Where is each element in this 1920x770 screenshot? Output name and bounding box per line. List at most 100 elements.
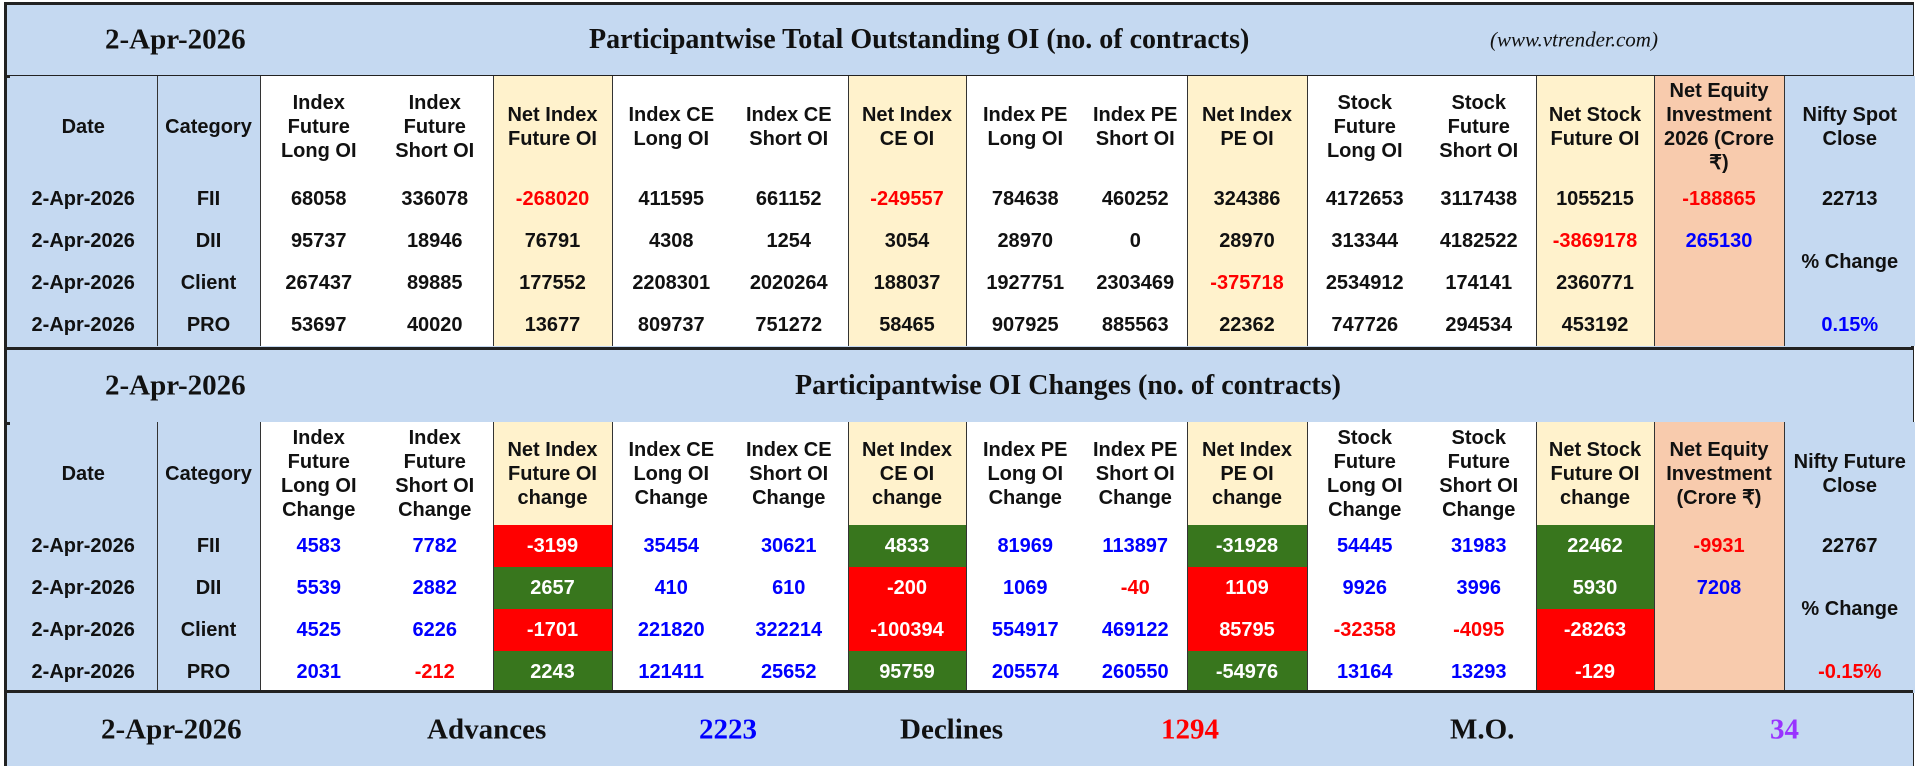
value-cell: 294534 xyxy=(1422,304,1536,346)
value-cell: 89885 xyxy=(377,262,493,304)
value-cell: 747726 xyxy=(1306,304,1422,346)
date-cell: 2-Apr-2026 xyxy=(10,651,157,693)
column-header: Stock Future Short OI xyxy=(1422,76,1536,178)
table-row: 2-Apr-2026 PRO 53697 40020 13677 809737 751272… xyxy=(10,304,1915,346)
net-value-cell: 76791 xyxy=(492,220,612,262)
date-cell: 2-Apr-2026 xyxy=(10,262,157,304)
value-cell: 9926 xyxy=(1306,567,1422,609)
column-header: Index CE Long OI Change xyxy=(611,422,730,525)
value-cell: 4182522 xyxy=(1422,220,1536,262)
value-cell: 13293 xyxy=(1422,651,1536,693)
value-cell: 2882 xyxy=(377,567,493,609)
category-cell: DII xyxy=(156,567,260,609)
value-cell: 260550 xyxy=(1084,651,1187,693)
column-header: Net Index CE OI xyxy=(847,76,966,178)
net-value-cell: 95759 xyxy=(847,651,966,693)
value-cell: -32358 xyxy=(1306,609,1422,651)
net-equity-cell: 265130 xyxy=(1653,220,1784,262)
category-cell: PRO xyxy=(156,651,260,693)
pct-change-value: 0.15% xyxy=(1783,304,1915,346)
change-date: 2-Apr-2026 xyxy=(105,369,246,402)
value-cell: 113897 xyxy=(1084,525,1187,567)
oi-title-bar: 2-Apr-2026 Participantwise Total Outstan… xyxy=(7,5,1913,78)
column-header: Net Index Future OI xyxy=(492,76,612,178)
column-header: Index Future Short OI xyxy=(377,76,493,178)
value-cell: 5539 xyxy=(259,567,377,609)
value-cell: 313344 xyxy=(1306,220,1422,262)
net-value-cell: 22462 xyxy=(1535,525,1654,567)
pct-change-value: -0.15% xyxy=(1783,651,1915,693)
value-cell: 205574 xyxy=(965,651,1084,693)
net-value-cell: -200 xyxy=(847,567,966,609)
net-equity-empty xyxy=(1653,262,1784,346)
date-cell: 2-Apr-2026 xyxy=(10,220,157,262)
advances-value: 2223 xyxy=(699,713,757,745)
net-value-cell: 2243 xyxy=(492,651,612,693)
value-cell: 4583 xyxy=(259,525,377,567)
value-cell: 267437 xyxy=(259,262,377,304)
value-cell: 2031 xyxy=(259,651,377,693)
value-cell: 751272 xyxy=(730,304,848,346)
value-cell: 2208301 xyxy=(611,262,730,304)
value-cell: 68058 xyxy=(259,178,377,220)
value-cell: 53697 xyxy=(259,304,377,346)
net-value-cell: -100394 xyxy=(847,609,966,651)
value-cell: 121411 xyxy=(611,651,730,693)
category-cell: FII xyxy=(156,178,260,220)
date-cell: 2-Apr-2026 xyxy=(10,304,157,346)
value-cell: 30621 xyxy=(730,525,848,567)
mo-label: M.O. xyxy=(1450,713,1515,745)
value-cell: 1927751 xyxy=(965,262,1084,304)
value-cell: 95737 xyxy=(259,220,377,262)
category-cell: PRO xyxy=(156,304,260,346)
value-cell: 661152 xyxy=(730,178,848,220)
column-header: Net Equity Investment (Crore ₹) xyxy=(1653,422,1784,525)
column-header: Stock Future Long OI xyxy=(1306,76,1422,178)
nifty-close-cell: 22767 xyxy=(1783,525,1915,567)
value-cell: 3117438 xyxy=(1422,178,1536,220)
mo-value: 34 xyxy=(1770,713,1799,745)
net-value-cell: -129 xyxy=(1535,651,1654,693)
net-value-cell: -1701 xyxy=(492,609,612,651)
oi-change-table: Date Category Index Future Long OI Change I… xyxy=(10,422,1915,693)
net-value-cell: -3869178 xyxy=(1535,220,1654,262)
net-value-cell: 177552 xyxy=(492,262,612,304)
column-header: Index Future Long OI xyxy=(259,76,377,178)
net-value-cell: 324386 xyxy=(1186,178,1307,220)
declines-value: 1294 xyxy=(1161,713,1219,745)
oi-table: Date Category Index Future Long OI Index Fu… xyxy=(10,76,1915,346)
oi-title: Participantwise Total Outstanding OI (no… xyxy=(589,24,1250,55)
value-cell: 0 xyxy=(1084,220,1187,262)
value-cell: 35454 xyxy=(611,525,730,567)
value-cell: 6226 xyxy=(377,609,493,651)
column-header: Index CE Long OI xyxy=(611,76,730,178)
value-cell: 610 xyxy=(730,567,848,609)
column-header: Net Equity Investment 2026 (Crore ₹) xyxy=(1653,76,1784,178)
value-cell: 4308 xyxy=(611,220,730,262)
header-row: Date Category Index Future Long OI Change I… xyxy=(10,422,1915,525)
net-value-cell: 85795 xyxy=(1186,609,1307,651)
value-cell: 174141 xyxy=(1422,262,1536,304)
value-cell: 25652 xyxy=(730,651,848,693)
value-cell: 81969 xyxy=(965,525,1084,567)
market-breadth-bar: 2-Apr-2026 Advances 2223 Declines 1294 M… xyxy=(7,690,1913,766)
net-value-cell: -31928 xyxy=(1186,525,1307,567)
column-header: Nifty Spot Close xyxy=(1783,76,1915,178)
value-cell: 410 xyxy=(611,567,730,609)
net-value-cell: 1109 xyxy=(1186,567,1307,609)
column-header: Category xyxy=(156,422,260,525)
site-credit: (www.vtrender.com) xyxy=(1490,27,1658,52)
column-header: Net Index Future OI change xyxy=(492,422,612,525)
net-value-cell: -3199 xyxy=(492,525,612,567)
value-cell: 784638 xyxy=(965,178,1084,220)
value-cell: -4095 xyxy=(1422,609,1536,651)
value-cell: 2303469 xyxy=(1084,262,1187,304)
net-equity-empty xyxy=(1653,609,1784,693)
value-cell: 2534912 xyxy=(1306,262,1422,304)
net-value-cell: -249557 xyxy=(847,178,966,220)
net-value-cell: -375718 xyxy=(1186,262,1307,304)
column-header: Stock Future Long OI Change xyxy=(1306,422,1422,525)
column-header: Index CE Short OI Change xyxy=(730,422,848,525)
table-row: 2-Apr-2026 FII 68058 336078 -268020 411595 661… xyxy=(10,178,1915,220)
net-value-cell: 1055215 xyxy=(1535,178,1654,220)
